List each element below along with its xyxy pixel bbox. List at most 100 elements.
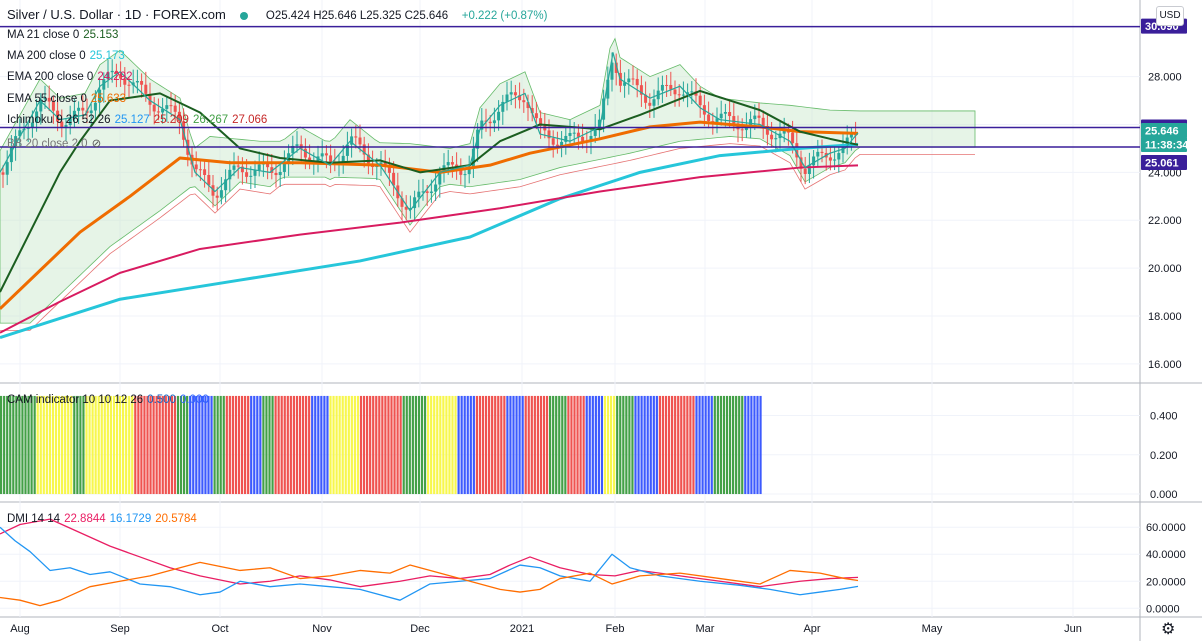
candle-body [39, 99, 43, 112]
candle-body [387, 164, 391, 173]
cam-bar [622, 395, 625, 495]
candle-body [14, 136, 18, 148]
candle-body [560, 141, 564, 146]
cam-bar [140, 395, 143, 495]
candle-body [446, 162, 450, 166]
cam-bar [265, 395, 268, 495]
cam-bar [527, 395, 530, 495]
cam-bar [286, 395, 289, 495]
cam-bar [579, 395, 582, 495]
candle-body [68, 118, 72, 126]
cam-bar [728, 395, 732, 495]
cam-bar [610, 395, 613, 495]
cam-bar [570, 395, 573, 495]
cam-bar [628, 395, 631, 495]
cam-bar [18, 395, 21, 495]
cam-bar [109, 395, 112, 495]
legend-bb[interactable]: BB 20 close 2 0 ⊘ [7, 136, 105, 150]
candle-body [795, 143, 799, 158]
x-tick-label: Feb [606, 623, 625, 635]
cam-bar [231, 395, 234, 495]
gear-icon[interactable]: ⚙ [1161, 621, 1176, 638]
cam-bar [719, 395, 722, 495]
candle-body [161, 108, 165, 113]
candle-body [816, 151, 820, 157]
legend-value: 0.500 [147, 394, 176, 406]
cam-bar [390, 395, 393, 495]
legend-ichimoku[interactable]: Ichimoku 9 26 52 26 25.127 25.209 26.267 27.… [7, 114, 271, 126]
cam-bar [369, 395, 372, 495]
legend-ema55[interactable]: EMA 55 close 0 25.633 [7, 93, 130, 105]
cam-bar [472, 395, 475, 495]
candle-body [488, 121, 492, 124]
legend-dmi[interactable]: DMI 14 14 22.8844 16.1729 20.5784 [7, 513, 201, 525]
legend-ema200[interactable]: EMA 200 close 0 24.292 [7, 71, 137, 83]
candle-body [169, 105, 173, 107]
candle-body [690, 91, 694, 93]
cam-bar [655, 395, 658, 495]
candle-body [400, 198, 404, 207]
cam-bar [722, 395, 726, 495]
cam-bar [680, 395, 683, 495]
cam-bar [701, 395, 704, 495]
candle-body [417, 191, 421, 198]
candle-body [56, 110, 60, 122]
candle-body [803, 168, 807, 174]
candle-body [555, 144, 559, 146]
cam-bar [521, 395, 524, 495]
series-line-ma-21 [0, 89, 859, 293]
candle-body [274, 172, 278, 176]
candle-body [501, 101, 505, 112]
symbol-title[interactable]: Silver / U.S. Dollar · 1D · FOREX.com [7, 7, 226, 22]
legend-cam[interactable]: CAM indicator 10 10 12 26 0.500 0.000 [7, 394, 213, 406]
x-tick-label: May [922, 623, 943, 635]
candle-body [291, 145, 295, 154]
candle-body [232, 165, 236, 170]
candle-body [354, 136, 358, 138]
candle-body [639, 85, 643, 95]
candle-body [513, 92, 517, 96]
eye-off-icon[interactable]: ⊘ [91, 138, 102, 150]
candle-body [219, 190, 223, 198]
legend-label: EMA 200 close 0 [7, 71, 94, 83]
candle-body [89, 110, 93, 114]
cam-bar [289, 395, 292, 495]
legend-ma200[interactable]: MA 200 close 0 25.173 [7, 50, 129, 62]
cam-bar [91, 395, 94, 495]
cam-bar [341, 395, 344, 495]
cam-bar [658, 395, 661, 495]
cam-bar [179, 395, 183, 495]
candle-body [303, 148, 307, 158]
cam-bar [201, 395, 204, 495]
legend-label: BB 20 close 2 0 [7, 138, 88, 150]
legend-label: DMI 14 14 [7, 513, 61, 525]
cam-bar [112, 395, 116, 495]
legend-label: MA 21 close 0 [7, 29, 80, 41]
legend-value: 27.066 [232, 114, 268, 126]
candle-body [215, 195, 219, 198]
candle-body [812, 156, 816, 166]
candle-body [119, 74, 123, 79]
cam-bar [353, 395, 356, 495]
cam-bar [710, 395, 713, 495]
cam-bar [387, 395, 390, 495]
cam-bar [100, 395, 103, 495]
candle-body [509, 92, 513, 95]
cam-bar [597, 395, 600, 495]
candle-body [81, 107, 85, 111]
cam-bar [671, 395, 674, 495]
candle-body [438, 172, 442, 185]
legend-ma21[interactable]: MA 21 close 0 25.153 [7, 29, 122, 41]
candle-body [5, 162, 9, 175]
cam-bar [33, 395, 36, 495]
cam-bar [207, 395, 210, 495]
x-tick-label: Mar [696, 623, 715, 635]
candle-body [362, 144, 366, 155]
cam-bar [555, 395, 558, 495]
cam-bar [613, 395, 616, 495]
candle-body [551, 138, 555, 145]
currency-button[interactable]: USD [1156, 6, 1184, 26]
cam-bar [146, 395, 149, 495]
y-tick-label: 0.400 [1150, 411, 1178, 423]
